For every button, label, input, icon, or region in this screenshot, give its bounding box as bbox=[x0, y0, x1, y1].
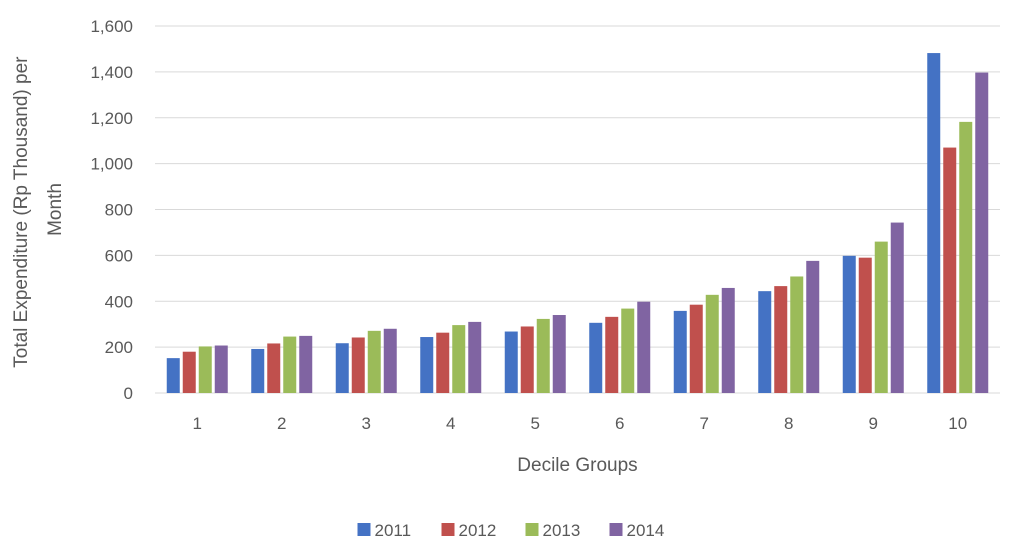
legend-swatch bbox=[441, 523, 455, 536]
bar-2011-decile-10 bbox=[927, 53, 941, 393]
bar-2012-decile-10 bbox=[943, 147, 957, 393]
bar-2012-decile-2 bbox=[267, 343, 281, 393]
x-tick-label: 3 bbox=[362, 414, 371, 433]
x-tick-label: 1 bbox=[193, 414, 202, 433]
bar-2014-decile-8 bbox=[806, 260, 820, 393]
bar-2014-decile-6 bbox=[637, 301, 651, 393]
legend-swatch bbox=[357, 523, 371, 536]
bar-2011-decile-2 bbox=[251, 348, 265, 393]
bar-2011-decile-4 bbox=[420, 337, 434, 393]
bar-2013-decile-9 bbox=[874, 241, 888, 393]
bar-2011-decile-8 bbox=[758, 291, 772, 393]
x-axis-ticks: 1 2 3 4 5 6 7 8 9 10 bbox=[193, 414, 968, 433]
bar-2011-decile-9 bbox=[842, 255, 856, 393]
bar-2011-decile-7 bbox=[673, 310, 687, 393]
y-tick-label: 200 bbox=[105, 338, 133, 357]
bar-2011-decile-6 bbox=[589, 322, 603, 393]
legend-label: 2012 bbox=[459, 521, 497, 540]
bars bbox=[166, 53, 989, 394]
legend-swatch bbox=[525, 523, 539, 536]
legend: 2011 2012 2013 2014 bbox=[357, 521, 665, 540]
bar-2013-decile-10 bbox=[959, 121, 973, 393]
x-axis-title: Decile Groups bbox=[517, 455, 637, 476]
legend-swatch bbox=[609, 523, 623, 536]
bar-2013-decile-3 bbox=[367, 330, 381, 393]
bar-2013-decile-6 bbox=[621, 308, 635, 393]
x-tick-label: 8 bbox=[784, 414, 793, 433]
gridlines bbox=[155, 25, 1000, 394]
bar-2014-decile-4 bbox=[468, 321, 482, 393]
bar-2013-decile-2 bbox=[283, 336, 297, 393]
bar-2014-decile-5 bbox=[552, 315, 566, 393]
bar-2011-decile-5 bbox=[504, 331, 518, 393]
bar-2014-decile-3 bbox=[383, 328, 397, 393]
bar-2014-decile-7 bbox=[721, 287, 735, 393]
x-tick-label: 5 bbox=[531, 414, 540, 433]
bar-2013-decile-8 bbox=[790, 276, 804, 393]
y-tick-label: 1,200 bbox=[90, 109, 133, 128]
bar-2012-decile-9 bbox=[858, 257, 872, 393]
bar-2012-decile-3 bbox=[351, 337, 365, 393]
bar-2013-decile-1 bbox=[198, 346, 212, 393]
y-tick-label: 600 bbox=[105, 246, 133, 265]
y-axis-title-line-1: Total Expenditure (Rp Thousand) per bbox=[11, 56, 32, 368]
x-tick-label: 7 bbox=[700, 414, 709, 433]
legend-item-2011: 2011 bbox=[357, 521, 412, 540]
legend-label: 2013 bbox=[543, 521, 581, 540]
legend-item-2014: 2014 bbox=[609, 521, 665, 540]
bar-2014-decile-10 bbox=[975, 72, 989, 394]
x-tick-label: 4 bbox=[446, 414, 455, 433]
y-axis-title: Total Expenditure (Rp Thousand) per Mont… bbox=[11, 51, 66, 368]
bar-2013-decile-5 bbox=[536, 318, 550, 393]
x-tick-label: 10 bbox=[948, 414, 967, 433]
bar-2012-decile-1 bbox=[182, 351, 196, 393]
y-tick-label: 0 bbox=[124, 384, 133, 403]
legend-label: 2014 bbox=[627, 521, 665, 540]
y-tick-label: 1,400 bbox=[90, 63, 133, 82]
bar-2014-decile-9 bbox=[890, 222, 904, 393]
y-tick-label: 400 bbox=[105, 292, 133, 311]
legend-label: 2011 bbox=[375, 521, 412, 540]
y-axis-title-line-2: Month bbox=[45, 183, 66, 236]
bar-2013-decile-7 bbox=[705, 294, 719, 393]
x-tick-label: 6 bbox=[615, 414, 624, 433]
bar-2011-decile-1 bbox=[166, 358, 180, 393]
y-tick-label: 800 bbox=[105, 201, 133, 220]
y-tick-label: 1,600 bbox=[90, 17, 133, 36]
bar-2011-decile-3 bbox=[335, 343, 349, 393]
x-tick-label: 2 bbox=[277, 414, 286, 433]
bar-2013-decile-4 bbox=[452, 325, 466, 393]
bar-2012-decile-8 bbox=[774, 286, 788, 393]
y-tick-label: 1,000 bbox=[90, 155, 133, 174]
legend-item-2012: 2012 bbox=[441, 521, 497, 540]
bar-2012-decile-4 bbox=[436, 332, 450, 393]
y-axis-ticks: 0 200 400 600 800 1,000 1,200 1,400 1,600 bbox=[90, 17, 133, 403]
bar-2012-decile-6 bbox=[605, 316, 619, 393]
legend-item-2013: 2013 bbox=[525, 521, 581, 540]
x-tick-label: 9 bbox=[869, 414, 878, 433]
bar-2014-decile-2 bbox=[299, 335, 313, 393]
bar-2012-decile-5 bbox=[520, 326, 534, 393]
bar-2012-decile-7 bbox=[689, 304, 703, 393]
bar-2014-decile-1 bbox=[214, 345, 228, 393]
